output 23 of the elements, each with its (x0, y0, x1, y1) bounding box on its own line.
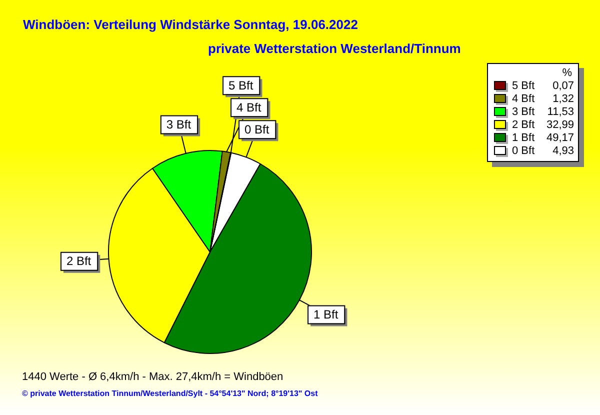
text: © private Wetterstation Tinnum/Westerland/Sylt - 54°54'13" Nord; 8°19'13" Ost (22, 389, 318, 398)
legend-label: 5 Bft (512, 80, 536, 92)
legend-label: 3 Bft (512, 106, 536, 118)
data-label: 1,32 (552, 92, 574, 104)
data-label: 49,17 (546, 132, 574, 144)
chart-subtitle: private Wetterstation Westerland/Tinnum (208, 41, 461, 56)
legend-label: 2 Bft (512, 118, 536, 130)
slice-label: 0 Bft (244, 122, 270, 136)
chart-title: Windböen: Verteilung Windstärke Sonntag, 19.06.2022 (23, 17, 358, 32)
legend-title: % (561, 67, 573, 79)
slice-label: 1 Bft (314, 308, 339, 322)
data-label: 4,93 (552, 144, 574, 156)
legend-label: 4 Bft (512, 92, 536, 104)
legend-label: 1 Bft (512, 132, 536, 144)
legend-label: 0 Bft (512, 144, 536, 156)
slice-label: 5 Bft (228, 78, 254, 92)
slice-label: 4 Bft (236, 100, 262, 114)
data-label: 11,53 (546, 106, 574, 118)
text: 1440 Werte - Ø 6,4km/h - Max. 27,4km/h = Windböen (22, 371, 284, 383)
data-label: 0,07 (552, 80, 574, 92)
data-label: 32,99 (546, 118, 574, 130)
slice-label: 3 Bft (166, 118, 192, 132)
slice-label: 2 Bft (66, 254, 92, 268)
